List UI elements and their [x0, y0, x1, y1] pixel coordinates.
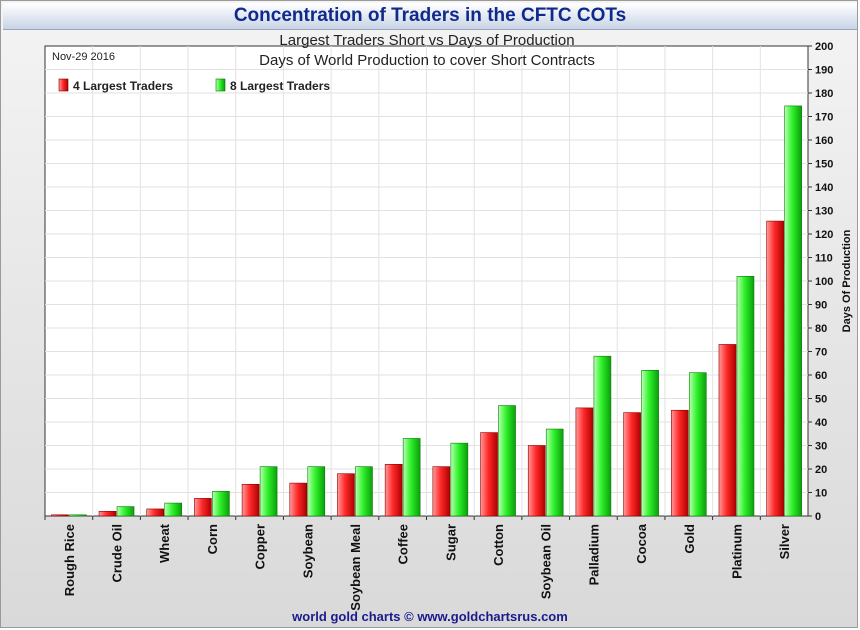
bar-4-largest-palladium — [575, 407, 594, 517]
y-tick-label: 180 — [815, 88, 833, 100]
x-tick-label: Soybean Meal — [348, 524, 363, 611]
x-tick-label: Coffee — [396, 524, 411, 564]
y-tick-label: 130 — [815, 206, 833, 218]
x-tick-label: Silver — [777, 524, 792, 559]
y-tick-label: 100 — [815, 276, 833, 288]
bar-4-largest-soybean — [289, 482, 308, 517]
y-tick-label: 190 — [815, 65, 833, 77]
x-tick-label: Rough Rice — [62, 524, 77, 596]
bar-8-largest-copper — [259, 466, 278, 517]
bar-4-largest-coffee — [384, 463, 403, 517]
bar-8-largest-soybean-meal — [355, 466, 373, 517]
y-tick-label: 0 — [815, 511, 821, 523]
bar-4-largest-silver — [766, 220, 784, 517]
y-tick-label: 110 — [815, 253, 833, 265]
bar-8-largest-coffee — [402, 438, 421, 517]
y-tick-label: 150 — [815, 159, 833, 171]
x-tick-label: Soybean — [300, 524, 315, 578]
bar-8-largest-cotton — [498, 405, 516, 517]
y-tick-label: 30 — [815, 441, 827, 453]
y-tick-label: 80 — [815, 323, 827, 335]
x-tick-label: Wheat — [157, 523, 172, 563]
bar-4-largest-rough-rice — [51, 514, 69, 517]
date-label: Nov-29 2016 — [52, 51, 115, 63]
y-tick-label: 200 — [815, 41, 833, 53]
bar-4-largest-wheat — [146, 508, 165, 517]
bar-4-largest-sugar — [432, 466, 451, 517]
bar-4-largest-corn — [194, 498, 212, 517]
x-tick-label: Cotton — [491, 524, 506, 566]
footer-credit: world gold charts © www.goldchartsrus.co… — [292, 609, 568, 624]
legend-label-4-largest: 4 Largest Traders — [73, 79, 173, 93]
bar-4-largest-cotton — [480, 432, 498, 517]
y-tick-label: 10 — [815, 488, 827, 500]
bar-8-largest-sugar — [450, 442, 469, 517]
bar-8-largest-wheat — [164, 502, 183, 517]
y-tick-label: 170 — [815, 112, 833, 124]
bar-8-largest-soybean-oil — [545, 428, 564, 517]
bar-4-largest-crude-oil — [98, 510, 117, 517]
bar-8-largest-platinum — [736, 275, 755, 517]
bar-8-largest-crude-oil — [116, 506, 135, 517]
x-tick-label: Copper — [253, 524, 268, 570]
y-tick-label: 160 — [815, 135, 833, 147]
y-tick-label: 20 — [815, 464, 827, 476]
x-tick-label: Palladium — [586, 524, 601, 585]
bar-8-largest-cocoa — [641, 369, 659, 517]
bar-8-largest-soybean — [307, 466, 326, 517]
x-tick-label: Gold — [682, 524, 697, 554]
y-tick-label: 120 — [815, 229, 833, 241]
bar-4-largest-soybean-oil — [527, 445, 546, 517]
chart-subtitle-2: Days of World Production to cover Short … — [259, 52, 595, 69]
bar-8-largest-silver — [784, 105, 802, 517]
y-tick-label: 60 — [815, 370, 827, 382]
x-tick-label: Platinum — [729, 524, 744, 579]
legend: 4 Largest Traders 8 Largest Traders — [58, 78, 330, 93]
chart-subtitle: Largest Traders Short vs Days of Product… — [279, 32, 574, 49]
x-tick-label: Cocoa — [634, 523, 649, 564]
legend-label-8-largest: 8 Largest Traders — [230, 79, 330, 93]
y-tick-label: 50 — [815, 394, 827, 406]
x-tick-label: Corn — [205, 524, 220, 554]
bar-8-largest-corn — [212, 491, 230, 517]
bar-8-largest-gold — [688, 372, 707, 517]
y-tick-label: 70 — [815, 347, 827, 359]
x-tick-label: Sugar — [443, 524, 458, 561]
y-tick-label: 140 — [815, 182, 833, 194]
y-tick-label: 40 — [815, 417, 827, 429]
chart-title: Concentration of Traders in the CFTC COT… — [3, 3, 857, 30]
bar-4-largest-cocoa — [623, 412, 641, 517]
legend-swatch-8-largest — [215, 78, 226, 92]
y-axis-label: Days Of Production — [841, 229, 853, 332]
x-tick-label: Soybean Oil — [539, 524, 554, 599]
y-tick-label: 90 — [815, 300, 827, 312]
bar-8-largest-rough-rice — [69, 514, 87, 517]
legend-swatch-4-largest — [58, 78, 69, 92]
bar-4-largest-platinum — [718, 344, 737, 517]
x-tick-label: Crude Oil — [110, 524, 125, 583]
bar-8-largest-palladium — [593, 355, 612, 517]
bar-4-largest-copper — [241, 483, 260, 517]
bar-4-largest-soybean-meal — [337, 473, 355, 517]
bar-4-largest-gold — [670, 409, 689, 517]
